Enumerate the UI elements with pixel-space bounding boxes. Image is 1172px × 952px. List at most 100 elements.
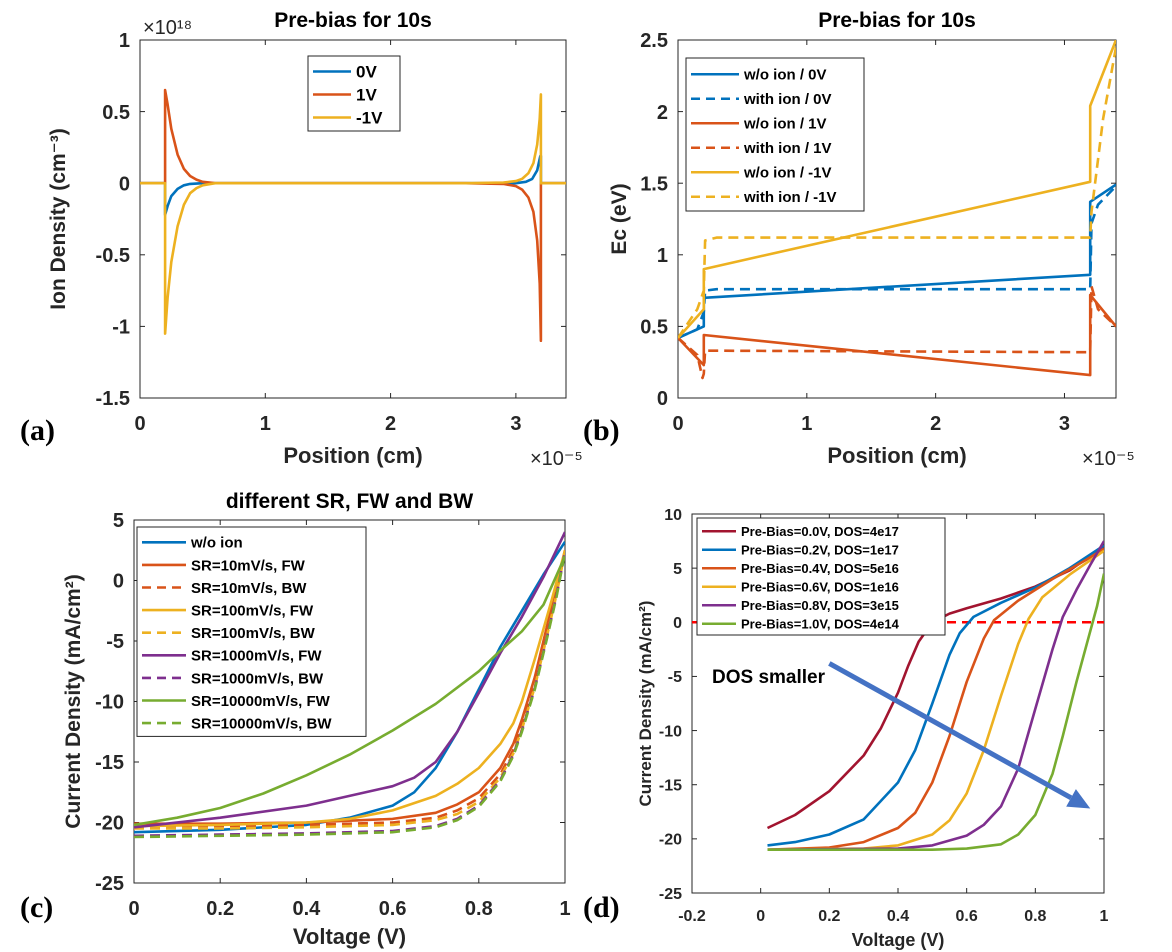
panel-a-ytick-label: -1.5 <box>96 388 130 410</box>
panel-b-series-with-ion-1v <box>678 284 1116 380</box>
panel-d-xlabel: Voltage (V) <box>852 930 945 950</box>
panel-c-legend-label: SR=1000mV/s, FW <box>191 648 322 665</box>
panel-a: 0 1 2 3 1 0.5 0 -0.5 -1 -1.5 Pre-bias for 10s Posit… <box>47 9 583 470</box>
panel-d-ylabel: Current Density (mA/cm²) <box>636 601 655 807</box>
panel-b-series-w-o-ion-1v <box>678 293 1116 377</box>
panel-c-xtick-label: 1 <box>559 898 570 920</box>
panel-b-legend-label: with ion / -1V <box>743 189 837 206</box>
panel-d-xtick-label: 0.2 <box>818 908 840 925</box>
panel-c-legend-label: SR=10mV/s, FW <box>191 557 306 574</box>
panel-d-legend-label: Pre-Bias=0.2V, DOS=1e17 <box>741 542 899 557</box>
panel-a-title: Pre-bias for 10s <box>274 9 432 32</box>
panel-b-series-with-ion-0v <box>678 185 1116 340</box>
panel-a-ytick-label: 1 <box>119 30 130 52</box>
panel-c-legend-label: SR=100mV/s, BW <box>191 625 316 642</box>
panel-b-ytick-label: 1 <box>657 245 668 267</box>
panel-a-legend-label: 1V <box>356 86 377 105</box>
panel-d-legend-label: Pre-Bias=0.8V, DOS=3e15 <box>741 598 899 613</box>
panel-c-series-sr-100mv-s-fw <box>134 549 565 828</box>
panel-d-legend-label: Pre-Bias=1.0V, DOS=4e14 <box>741 616 900 631</box>
panel-a-legend: 0V 1V -1V <box>307 55 401 132</box>
panel-b-ytick-label: 2.5 <box>640 30 668 52</box>
panel-label-d: (d) <box>583 891 620 924</box>
panel-a-legend-label: -1V <box>356 109 383 128</box>
panel-d-series-pre-bias-1-0v-dos-4e14 <box>767 573 1104 852</box>
panel-a-ytick-label: 0.5 <box>102 102 130 124</box>
panel-d-ytick-label: -20 <box>659 832 682 849</box>
panel-b-series-with-ion-1v <box>678 46 1116 339</box>
panel-d-ytick-label: 5 <box>673 561 682 578</box>
panel-b-legend-label: with ion / 0V <box>743 91 832 108</box>
panel-d-annotation-text: DOS smaller <box>712 667 826 688</box>
panel-c-ytick-label: -10 <box>95 692 124 714</box>
panel-b-legend-label: w/o ion / 1V <box>743 116 827 133</box>
panel-d-annotation-arrowhead <box>1066 789 1091 809</box>
panel-a-xtick-label: 3 <box>510 413 521 435</box>
panel-c-ylabel: Current Density (mA/cm²) <box>62 574 85 828</box>
panel-c-ytick-label: -25 <box>95 873 124 895</box>
panel-d-legend-box <box>696 517 946 636</box>
panel-b-xlabel: Position (cm) <box>827 443 966 468</box>
panel-d-series-pre-bias-0-0v-dos-4e17 <box>766 545 1104 830</box>
panel-d-ytick-label: -5 <box>668 669 682 686</box>
panel-d-legend-label: Pre-Bias=0.0V, DOS=4e17 <box>741 524 899 539</box>
panel-b-legend-label: w/o ion / 0V <box>743 67 827 84</box>
panel-b-legend-label: with ion / 1V <box>743 140 832 157</box>
panel-a-ytick-label: -1 <box>112 317 130 339</box>
panel-d-ytick-label: -15 <box>659 777 682 794</box>
panel-b-series-w-o-ion-0v <box>678 183 1116 340</box>
panel-c-legend-label: w/o ion <box>190 535 243 552</box>
panel-b-legend: w/o ion / 0V with ion / 0V w/o ion / 1V wit… <box>685 57 865 212</box>
panel-c-ytick-label: 0 <box>113 571 124 593</box>
panel-b-ytick-label: 1.5 <box>640 173 668 195</box>
panel-label-c: (c) <box>20 891 53 924</box>
panel-d: -0.2 0 0.2 0.4 0.6 0.8 1 10 5 0 -5 -10 -15 -20 -25 Volt… <box>636 507 1109 950</box>
panel-a-series-1v <box>140 93 566 335</box>
panel-c-title: different SR, FW and BW <box>226 490 473 513</box>
panel-d-legend-label: Pre-Bias=0.6V, DOS=1e16 <box>741 579 899 594</box>
panel-c-xtick-label: 0.6 <box>379 898 407 920</box>
panel-a-xlabel: Position (cm) <box>283 443 422 468</box>
panel-c-xtick-label: 0.2 <box>206 898 234 920</box>
panel-c-legend-label: SR=100mV/s, FW <box>191 603 314 620</box>
panel-a-xtick-label: 1 <box>260 413 271 435</box>
panel-b-ytick-label: 0 <box>657 388 668 410</box>
panel-c-series-sr-10000mv-s-bw <box>134 552 565 839</box>
panel-b-xtick-label: 0 <box>672 413 683 435</box>
panel-a-x-multiplier: ×10⁻⁵ <box>530 448 583 470</box>
panel-d-legend-label: Pre-Bias=0.4V, DOS=5e16 <box>741 561 899 576</box>
panel-c-legend-label: SR=10000mV/s, BW <box>191 716 332 733</box>
panel-c-ytick-label: -20 <box>95 813 124 835</box>
panel-c-legend-label: SR=10000mV/s, FW <box>191 693 331 710</box>
panel-d-ytick-label: 10 <box>664 507 682 524</box>
panel-b-legend-label: w/o ion / -1V <box>743 165 832 182</box>
panel-c-ytick-label: -15 <box>95 752 124 774</box>
panel-c-ytick-label: -5 <box>106 631 124 653</box>
panel-b-series-w-o-ion-1v <box>678 40 1116 339</box>
panel-d-xtick-label: 1 <box>1100 908 1109 925</box>
panel-b-ytick-label: 2 <box>657 102 668 124</box>
panel-d-annotation-arrow <box>828 661 1073 801</box>
panel-a-ylabel: Ion Density (cm⁻³) <box>47 128 70 309</box>
panel-b-xtick-label: 3 <box>1059 413 1070 435</box>
panel-c-legend-label: SR=10mV/s, BW <box>191 580 307 597</box>
panel-b-title: Pre-bias for 10s <box>818 9 976 32</box>
panel-c-data <box>134 531 565 839</box>
panel-c-legend-label: SR=1000mV/s, BW <box>191 670 324 687</box>
panel-b-ylabel: Ec (eV) <box>608 183 631 254</box>
panel-c-xlabel: Voltage (V) <box>293 924 406 949</box>
panel-c: 0 0.2 0.4 0.6 0.8 1 5 0 -5 -10 -15 -20 -25 different … <box>62 490 571 949</box>
panel-c-series-w-o-ion <box>134 541 565 834</box>
panel-c-series-sr-10000mv-s-fw <box>134 555 565 827</box>
panel-b-xtick-label: 2 <box>930 413 941 435</box>
panel-c-xtick-label: 0.8 <box>465 898 493 920</box>
panel-a-data <box>140 88 566 343</box>
panel-d-series-pre-bias-0-2v-dos-1e17 <box>767 544 1104 847</box>
panel-label-b: (b) <box>583 414 620 447</box>
panel-c-xtick-label: 0 <box>128 898 139 920</box>
panel-d-ytick-label: -25 <box>659 886 682 903</box>
panel-b-legend-box <box>685 57 865 212</box>
panel-b-data <box>678 40 1116 380</box>
panel-d-xtick-label: 0.4 <box>887 908 909 925</box>
